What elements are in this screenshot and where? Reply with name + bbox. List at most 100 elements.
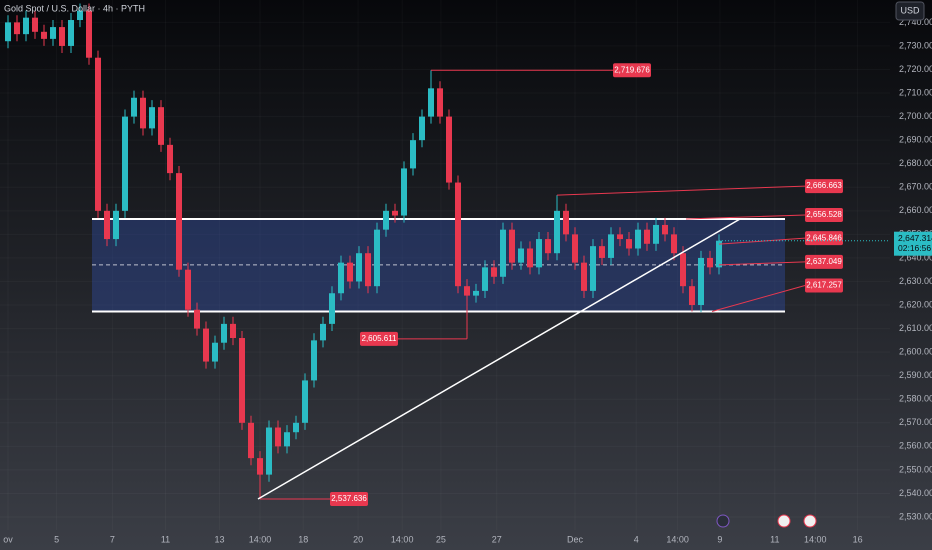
x-tick-label: 18 bbox=[298, 534, 308, 544]
candle-body bbox=[554, 210, 560, 254]
candle-body bbox=[635, 229, 641, 249]
y-tick-label: 2,710.000 bbox=[899, 87, 932, 97]
y-tick-label: 2,720.000 bbox=[899, 64, 932, 74]
annotation-label: 2,666.663 bbox=[806, 181, 842, 190]
candle-body bbox=[473, 290, 479, 296]
y-tick-label: 2,580.000 bbox=[899, 394, 932, 404]
x-tick-label: 4 bbox=[634, 534, 639, 544]
candle-body bbox=[518, 248, 524, 263]
y-tick-label: 2,620.000 bbox=[899, 299, 932, 309]
x-tick-label: 7 bbox=[110, 534, 115, 544]
candle-body bbox=[707, 257, 713, 268]
annotation-box bbox=[805, 254, 843, 269]
annotation-box bbox=[805, 179, 843, 194]
candle-body bbox=[275, 427, 281, 447]
candle-body bbox=[680, 253, 686, 287]
candle-body bbox=[491, 267, 497, 277]
y-tick-label: 2,600.000 bbox=[899, 347, 932, 357]
annotation-connector bbox=[711, 285, 806, 312]
candle-body bbox=[383, 210, 389, 230]
candle-body bbox=[95, 57, 101, 211]
candle-body bbox=[653, 224, 659, 244]
candle-body bbox=[239, 338, 245, 423]
candle-body bbox=[536, 239, 542, 268]
x-tick-label: Dec bbox=[567, 534, 584, 544]
candle-body bbox=[455, 182, 461, 287]
countdown-label: 02:16:56 bbox=[898, 243, 931, 253]
candle-body bbox=[203, 328, 209, 362]
candle-body bbox=[482, 267, 488, 291]
candle-body bbox=[329, 293, 335, 324]
candle-body bbox=[320, 323, 326, 341]
x-tick-label: 27 bbox=[492, 534, 502, 544]
last-price-box bbox=[894, 231, 932, 256]
candle-body bbox=[374, 229, 380, 287]
y-tick-label: 2,570.000 bbox=[899, 417, 932, 427]
x-tick-label: 20 bbox=[353, 534, 363, 544]
event-icons bbox=[716, 514, 817, 528]
candle-body bbox=[248, 422, 254, 459]
y-tick-label: 2,660.000 bbox=[899, 205, 932, 215]
candle-body bbox=[428, 88, 434, 117]
annotation-label: 2,645.846 bbox=[806, 233, 842, 242]
x-tick-label: 5 bbox=[54, 534, 59, 544]
annotation-connector bbox=[685, 214, 806, 220]
candle-body bbox=[671, 234, 677, 254]
y-tick-label: 2,590.000 bbox=[899, 370, 932, 380]
candle-body bbox=[149, 107, 155, 129]
candle-body bbox=[158, 107, 164, 145]
candle-body bbox=[68, 20, 74, 46]
candle-body bbox=[626, 239, 632, 249]
candle-body bbox=[14, 22, 20, 35]
currency-button[interactable] bbox=[895, 1, 925, 21]
candle-body bbox=[167, 144, 173, 174]
candle-body bbox=[185, 269, 191, 310]
currency-label[interactable]: USD bbox=[900, 5, 920, 15]
candle-body bbox=[446, 116, 452, 183]
candle-body bbox=[302, 380, 308, 423]
candle-body bbox=[50, 27, 56, 39]
x-tick-label: 14:00 bbox=[249, 534, 272, 544]
candle-body bbox=[41, 31, 47, 39]
annotation-label: 2,637.049 bbox=[806, 257, 842, 266]
annotation-box bbox=[805, 278, 843, 293]
candle-body bbox=[581, 262, 587, 291]
candle-body bbox=[716, 240, 722, 268]
candle-body bbox=[356, 253, 362, 282]
candle-body bbox=[401, 168, 407, 216]
candle-body bbox=[419, 116, 425, 141]
x-tick-label: 11 bbox=[161, 534, 170, 544]
y-tick-label: 2,640.000 bbox=[899, 252, 932, 262]
trend-line bbox=[257, 218, 741, 500]
candle-body bbox=[527, 248, 533, 268]
candle-body bbox=[293, 422, 299, 433]
candle-body bbox=[32, 17, 38, 32]
y-tick-label: 2,680.000 bbox=[899, 158, 932, 168]
candle-body bbox=[113, 210, 119, 240]
x-tick-label: 11 bbox=[770, 534, 779, 544]
candle-body bbox=[212, 342, 218, 362]
y-tick-label: 2,690.000 bbox=[899, 135, 932, 145]
candle-body bbox=[194, 309, 200, 329]
annotation-box bbox=[360, 331, 398, 346]
candle-body bbox=[500, 229, 506, 277]
candle-body bbox=[365, 253, 371, 287]
y-tick-label: 2,540.000 bbox=[899, 488, 932, 498]
candle-body bbox=[311, 340, 317, 381]
x-tick-label: 14:00 bbox=[804, 534, 827, 544]
annotation-label: 2,719.676 bbox=[614, 65, 650, 74]
candle-body bbox=[599, 246, 605, 258]
candle-body bbox=[104, 210, 110, 240]
candle-body bbox=[140, 97, 146, 129]
candle-body bbox=[662, 224, 668, 235]
x-tick-label: 25 bbox=[436, 534, 446, 544]
candle-body bbox=[698, 257, 704, 306]
candle-body bbox=[266, 427, 272, 475]
y-tick-label: 2,670.000 bbox=[899, 182, 932, 192]
x-tick-label: 14:00 bbox=[666, 534, 689, 544]
candle-body bbox=[77, 10, 83, 21]
annotation-connector bbox=[718, 261, 806, 266]
annotation-box bbox=[613, 63, 651, 78]
annotation-box bbox=[330, 492, 368, 507]
annotation-label: 2,537.636 bbox=[331, 494, 367, 503]
